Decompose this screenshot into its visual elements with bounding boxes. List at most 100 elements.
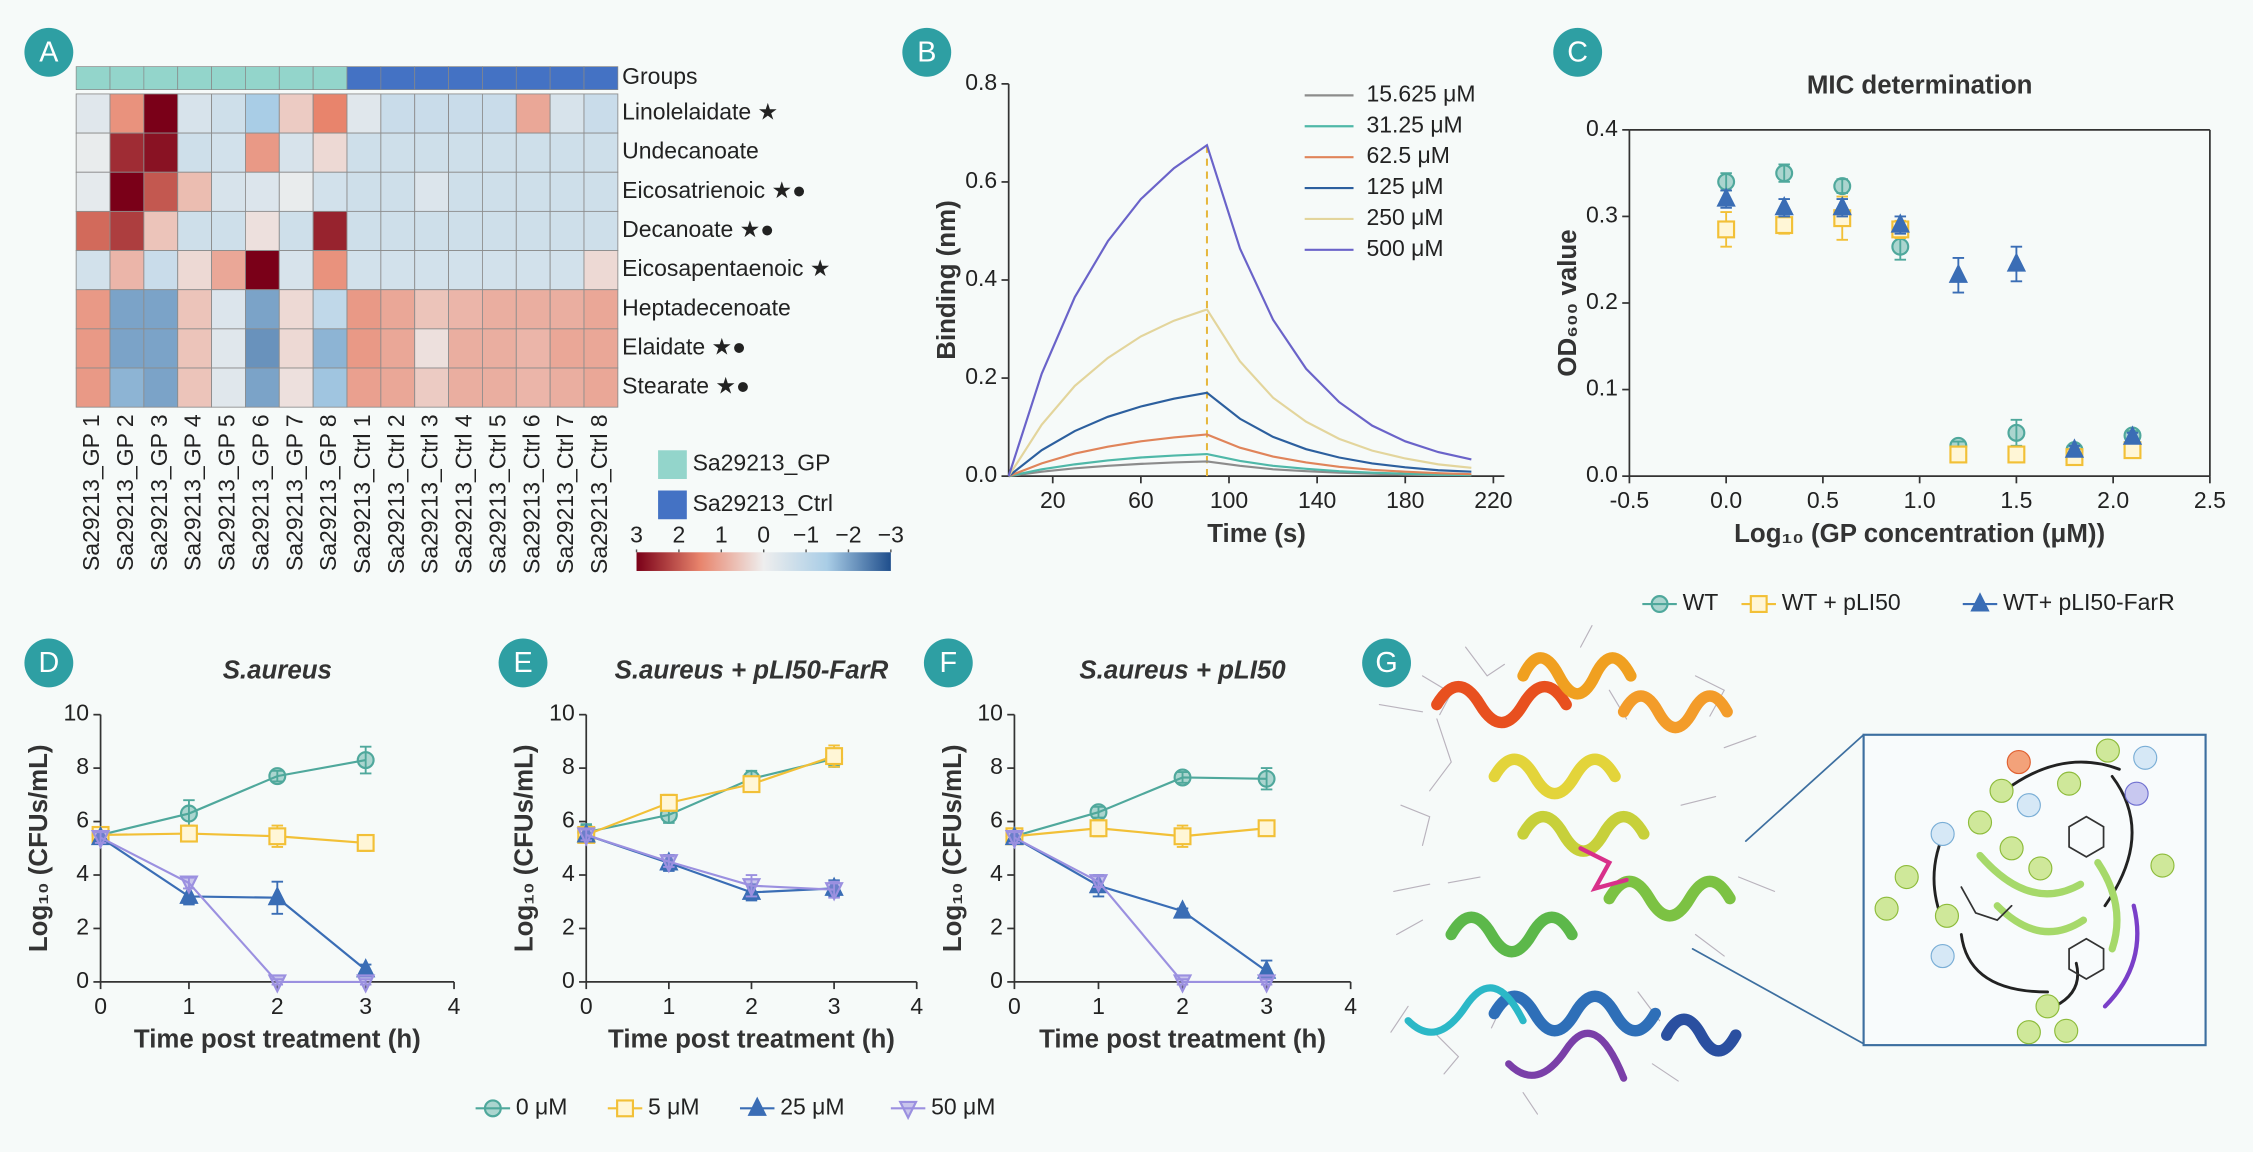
heatmap-cell <box>109 250 145 291</box>
heatmap-cell <box>143 132 179 173</box>
heatmap-cell <box>312 93 348 134</box>
marker <box>1257 819 1276 838</box>
column-label: Sa29213_GP 6 <box>247 414 273 571</box>
panel-labels: A B C D E F G <box>24 27 1603 688</box>
legend-marker <box>747 1096 767 1116</box>
heatmap-cell <box>312 171 348 212</box>
marker <box>742 775 761 794</box>
group-cell <box>143 66 179 90</box>
heatmap-cell <box>549 171 585 212</box>
zoom-line <box>1691 948 1865 1045</box>
series-line <box>1008 452 1472 478</box>
colorbar-tick-label: 0 <box>757 522 770 548</box>
chart-title: MIC determination <box>1807 72 2033 100</box>
column-label: Sa29213_GP 4 <box>180 414 206 571</box>
heatmap-cell <box>346 367 382 408</box>
heatmap-cell <box>278 171 314 212</box>
heatmap-cell <box>75 210 111 251</box>
heatmap-cell <box>583 328 619 369</box>
heatmap-cell <box>143 210 179 251</box>
heatmap-cell <box>380 289 416 330</box>
chart-title: S.aureus <box>223 656 332 684</box>
heatmap-cell <box>583 289 619 330</box>
heatmap-cell <box>346 328 382 369</box>
legend-label: WT+ pLI50-FarR <box>2003 589 2175 615</box>
column-label: Sa29213_Ctrl 8 <box>586 414 612 574</box>
heatmap-cell <box>312 289 348 330</box>
heatmap-cell <box>583 367 619 408</box>
heatmap-cell <box>549 289 585 330</box>
heatmap-cell <box>414 289 450 330</box>
y-axis-label: OD₆₀₀ value <box>1554 229 1582 376</box>
marker <box>825 747 844 766</box>
y-tick-label: 6 <box>990 807 1003 833</box>
heatmap-cell <box>143 367 179 408</box>
group-cell <box>346 66 382 90</box>
heatmap-cell <box>583 132 619 173</box>
x-tick-label: 1 <box>662 993 675 1019</box>
heatmap-cell <box>346 250 382 291</box>
heatmap-cell <box>211 367 246 408</box>
chart-title: S.aureus + pLI50-FarR <box>615 656 889 684</box>
chart-title: S.aureus + pLI50 <box>1079 656 1286 684</box>
helix <box>1661 1013 1742 1057</box>
heatmap-cell <box>177 132 213 173</box>
marker <box>179 884 199 904</box>
marker <box>659 793 678 812</box>
heatmap-cell <box>211 171 246 212</box>
heatmap-cell <box>177 93 213 134</box>
x-tick-label: 140 <box>1298 487 1336 513</box>
heatmap-cell <box>481 210 517 251</box>
marker <box>1833 177 1852 196</box>
y-tick-label: 10 <box>549 700 575 726</box>
x-tick-label: 100 <box>1210 487 1248 513</box>
marker <box>1774 196 1794 216</box>
colorbar-tick-label: 2 <box>673 522 686 548</box>
marker <box>1891 237 1910 256</box>
series-line <box>100 759 366 836</box>
series-line <box>1008 433 1472 478</box>
heatmap-cell <box>346 132 382 173</box>
y-tick-label: 0 <box>990 967 1003 993</box>
series-line <box>1013 836 1267 983</box>
heatmap-cell <box>312 328 348 369</box>
heatmap-cell <box>278 367 314 408</box>
legend-marker <box>616 1099 635 1118</box>
legend-label: 5 μM <box>648 1093 700 1119</box>
heatmap-cell <box>448 171 483 212</box>
marker <box>1089 819 1108 838</box>
panel-label: D <box>38 647 59 679</box>
panel-label: C <box>1567 36 1588 68</box>
heatmap-cell <box>414 132 450 173</box>
heatmap-cell <box>75 171 111 212</box>
marker <box>1173 827 1192 846</box>
heatmap-cell <box>346 289 382 330</box>
panel-label: G <box>1375 647 1397 679</box>
marker <box>1256 974 1277 994</box>
row-label: Elaidate ★● <box>622 334 746 360</box>
legend-label: 125 μM <box>1366 173 1443 199</box>
colorbar-tick-label: −2 <box>835 522 861 548</box>
heatmap-cell <box>245 367 280 408</box>
heatmap-cell <box>515 367 551 408</box>
row-label: Eicosatrienoic ★● <box>622 177 806 203</box>
x-tick-label: 4 <box>910 993 923 1019</box>
marker <box>356 751 375 770</box>
heatmap-cell <box>583 93 619 134</box>
heatmap-cell <box>515 289 551 330</box>
x-axis-label: Time post treatment (h) <box>134 1026 421 1054</box>
helix <box>1603 875 1736 922</box>
series-line <box>1014 776 1267 838</box>
heatmap-cell <box>448 132 483 173</box>
x-tick-label: 2.5 <box>2194 487 2226 513</box>
heatmap-cell <box>177 250 213 291</box>
marker <box>1949 445 1968 464</box>
marker <box>1717 172 1736 191</box>
heatmap-cell <box>211 210 246 251</box>
y-tick-label: 2 <box>562 914 575 940</box>
heatmap-cell <box>448 93 483 134</box>
column-label: Sa29213_Ctrl 2 <box>383 414 409 574</box>
heatmap-cell <box>481 171 517 212</box>
heatmap-cell <box>448 367 483 408</box>
error-bar <box>1176 771 1189 784</box>
